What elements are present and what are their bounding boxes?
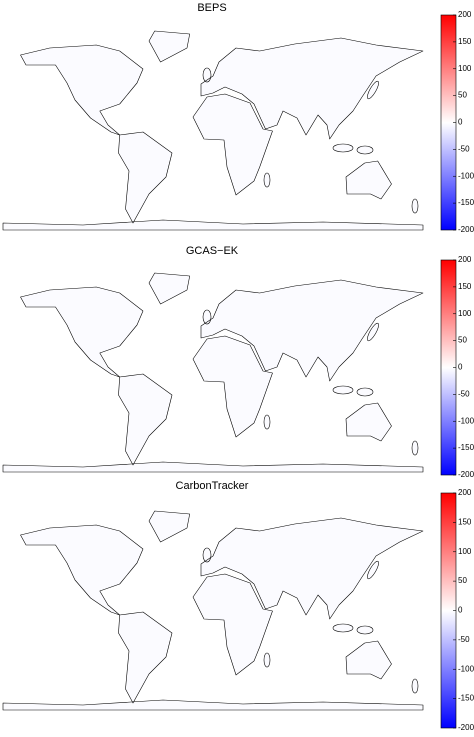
map [2, 510, 424, 711]
colorbar-tick-label: 0 [458, 118, 463, 127]
colorbar-tick-label: 50 [458, 576, 467, 585]
panel-title: BEPS [197, 2, 226, 14]
colorbar-tick-label: 100 [458, 64, 472, 73]
colorbar-tick-label: 200 [458, 10, 472, 19]
colorbar-tick-label: -100 [458, 664, 474, 673]
colorbar-tick-label: -150 [458, 198, 474, 207]
colorbar-tick-label: -50 [458, 144, 470, 153]
colorbar-tick-label: -50 [458, 635, 470, 644]
colorbar-tick-label: 150 [458, 517, 472, 526]
colorbar-tick-label: 100 [458, 547, 472, 556]
colorbar-tick-label: -100 [458, 171, 474, 180]
colorbar-tick-label: -50 [458, 389, 470, 398]
colorbar-tick-label: 150 [458, 282, 472, 291]
colorbar-tick-label: -200 [458, 723, 474, 732]
colorbar-tick-label: 200 [458, 255, 472, 264]
colorbar-tick-label: -200 [458, 225, 474, 234]
colorbar-tick-label: 100 [458, 309, 472, 318]
map [2, 30, 424, 231]
colorbar-tick-label: 200 [458, 488, 472, 497]
colorbar-tick-label: -100 [458, 416, 474, 425]
colorbar-tick-label: -150 [458, 694, 474, 703]
colorbar-tick-label: 50 [458, 91, 467, 100]
colorbar-tick-label: 0 [458, 363, 463, 372]
panel-title: GCAS−EK [186, 245, 239, 257]
colorbar-tick-label: 50 [458, 336, 467, 345]
colorbar-tick-label: 150 [458, 37, 472, 46]
panel-title: CarbonTracker [176, 480, 249, 492]
colorbar-tick-label: -150 [458, 443, 474, 452]
colorbar-tick-label: -200 [458, 470, 474, 479]
map [2, 272, 424, 473]
colorbar-tick-label: 0 [458, 606, 463, 615]
